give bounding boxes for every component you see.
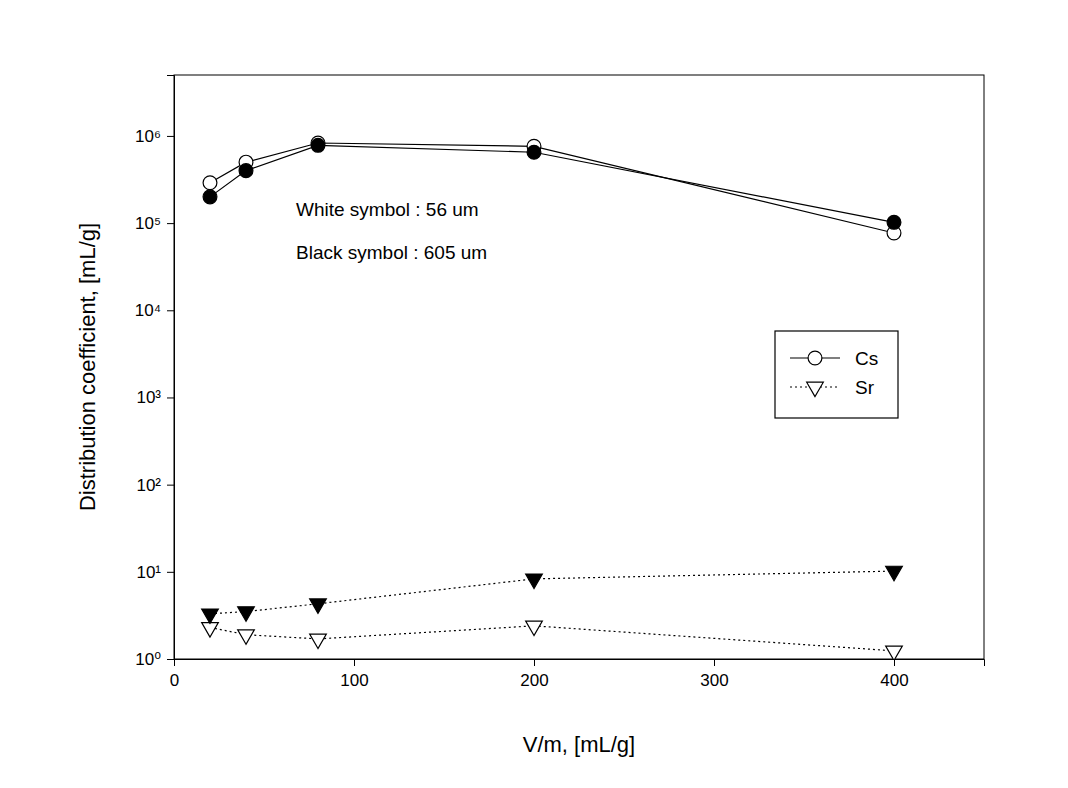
- y-tick-mark: [167, 223, 174, 224]
- series-markers: [202, 566, 903, 623]
- series-line: [210, 143, 894, 233]
- y-tick-label: 10⁴: [135, 301, 161, 320]
- y-tick-mark: [167, 136, 174, 137]
- x-tick-label: 0: [170, 671, 179, 690]
- series-line: [210, 626, 894, 651]
- marker: [238, 607, 255, 621]
- marker: [239, 164, 253, 178]
- marker: [203, 176, 217, 190]
- marker: [526, 574, 543, 588]
- x-axis-title: V/m, [mL/g]: [523, 732, 635, 757]
- legend-label: Cs: [855, 348, 878, 369]
- x-axis: 0 100 200 300 400: [170, 659, 985, 690]
- legend-marker: [808, 351, 822, 365]
- legend: Cs Sr: [775, 331, 898, 418]
- marker: [202, 623, 219, 637]
- y-tick-label: 10⁰: [135, 650, 161, 669]
- y-tick-label: 10⁶: [135, 127, 161, 146]
- series-markers: [203, 136, 901, 240]
- marker: [527, 145, 541, 159]
- marker: [886, 566, 903, 580]
- marker: [886, 646, 903, 659]
- legend-box: [775, 331, 898, 418]
- y-tick-mark: [167, 310, 174, 311]
- series-markers: [203, 138, 901, 229]
- annotation: Black symbol : 605 um: [296, 242, 487, 263]
- x-tick-label: 400: [880, 671, 908, 690]
- y-tick: 10⁶: [135, 127, 174, 146]
- y-tick-label: 10³: [136, 388, 161, 407]
- series-line: [210, 145, 894, 222]
- y-axis: 10⁰ 10¹ 10² 10³ 10⁴ 10⁵ 10⁶: [135, 76, 175, 669]
- y-tick-mark: [167, 397, 174, 398]
- marker: [310, 634, 327, 648]
- x-tick-label: 300: [700, 671, 728, 690]
- chart: 0 100 200 300 400 10⁰ 10¹ 10² 10³ 10⁴ 10⁵ 10⁶ V/m, […: [0, 0, 1068, 788]
- y-tick-label: 10⁵: [135, 214, 161, 233]
- marker: [526, 621, 543, 635]
- y-tick: 10⁰: [135, 650, 174, 669]
- y-axis-title: Distribution coefficient, [mL/g]: [75, 223, 100, 511]
- y-tick-mark: [167, 572, 174, 573]
- y-tick-label: 10¹: [136, 563, 161, 582]
- annotation: White symbol : 56 um: [296, 199, 479, 220]
- x-tick-mark: [894, 659, 895, 666]
- x-tick: 0: [170, 659, 179, 690]
- x-tick-mark: [354, 659, 355, 666]
- marker: [310, 599, 327, 613]
- y-tick: 10³: [136, 388, 174, 407]
- marker: [311, 138, 325, 152]
- data: [202, 136, 903, 659]
- y-tick: 10⁴: [135, 301, 174, 320]
- legend-marker: [807, 382, 824, 396]
- plot-frame: [174, 75, 984, 659]
- series-line: [210, 571, 894, 614]
- y-tick-mark: [167, 659, 174, 660]
- y-tick: 10²: [136, 476, 174, 495]
- x-tick-label: 100: [340, 671, 368, 690]
- series-markers: [202, 621, 903, 659]
- x-tick: 300: [700, 659, 728, 690]
- y-axis-line: [167, 76, 175, 660]
- y-tick: 10⁵: [135, 214, 174, 233]
- x-tick: 100: [340, 659, 368, 690]
- x-tick: 400: [880, 659, 908, 690]
- y-tick: 10¹: [136, 563, 174, 582]
- legend-label: Sr: [855, 377, 875, 398]
- x-tick-mark: [534, 659, 535, 666]
- y-tick-mark: [167, 485, 174, 486]
- marker: [887, 215, 901, 229]
- x-tick: 200: [520, 659, 548, 690]
- x-tick-label: 200: [520, 671, 548, 690]
- marker: [238, 630, 255, 644]
- marker: [203, 190, 217, 204]
- marker: [202, 609, 219, 623]
- y-tick-label: 10²: [136, 476, 161, 495]
- x-tick-mark: [714, 659, 715, 666]
- plot: 0 100 200 300 400 10⁰ 10¹ 10² 10³ 10⁴ 10⁵ 10⁶: [135, 75, 985, 690]
- x-tick-mark: [174, 659, 175, 666]
- x-axis-line: [175, 660, 985, 667]
